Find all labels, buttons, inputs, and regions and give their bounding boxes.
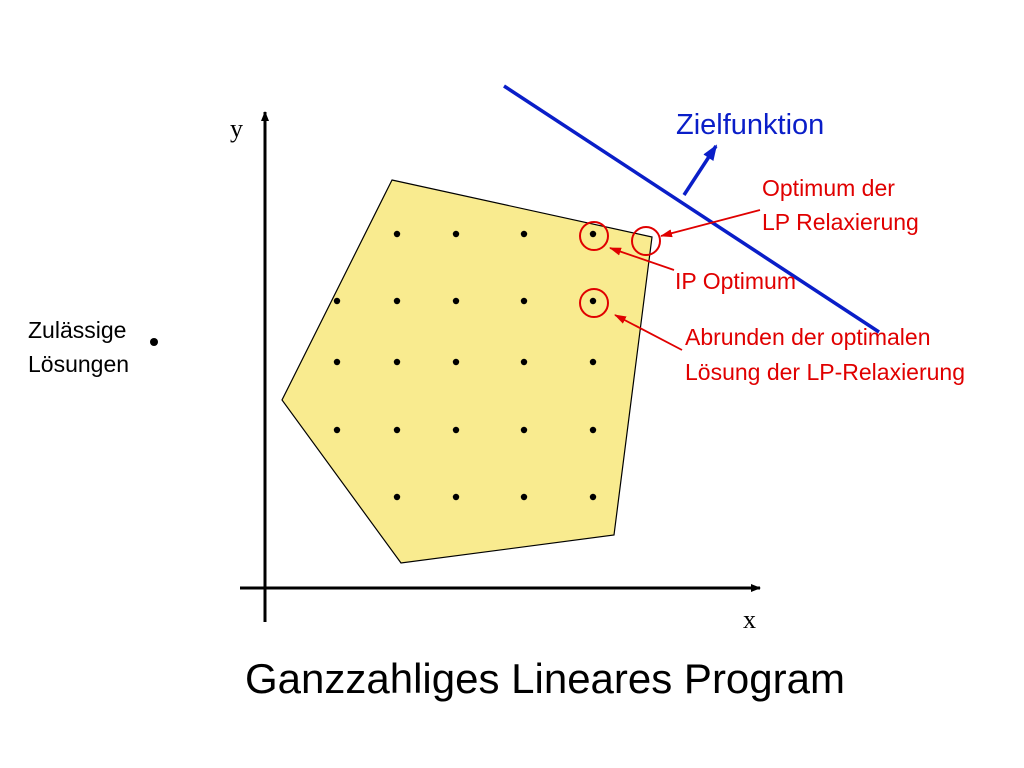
- lattice-point: [589, 230, 597, 238]
- lattice-point: [393, 230, 401, 238]
- ip-optimum-label: IP Optimum: [675, 268, 796, 294]
- feasible-label-line2: Lösungen: [28, 351, 129, 377]
- objective-line: [503, 84, 880, 334]
- lattice-point: [520, 230, 528, 238]
- lattice-point: [393, 493, 401, 501]
- lp-optimum-label-line2: LP Relaxierung: [762, 209, 919, 235]
- lattice-point: [333, 426, 341, 434]
- lp-optimum-label-line1: Optimum der: [762, 175, 895, 201]
- rounded-solution-marker: [579, 288, 609, 318]
- lattice-point: [333, 358, 341, 366]
- objective-label: Zielfunktion: [676, 109, 824, 141]
- lattice-point: [452, 426, 460, 434]
- lattice-point: [589, 358, 597, 366]
- lattice-point: [589, 426, 597, 434]
- lattice-point: [452, 297, 460, 305]
- integer-points: [333, 230, 597, 501]
- lattice-point: [520, 297, 528, 305]
- y-axis-label: y: [230, 114, 243, 143]
- feasible-label-line1: Zulässige: [28, 317, 126, 343]
- lattice-point: [452, 358, 460, 366]
- lattice-point: [589, 493, 597, 501]
- rounding-label-line1: Abrunden der optimalen: [685, 324, 931, 350]
- lattice-point: [520, 426, 528, 434]
- rounding-label-line2: Lösung der LP-Relaxierung: [685, 359, 965, 385]
- lattice-point: [520, 358, 528, 366]
- feasible-solution-legend-dot: [150, 338, 158, 346]
- lp-optimum-marker: [631, 226, 661, 256]
- lattice-point: [393, 426, 401, 434]
- lattice-point: [393, 297, 401, 305]
- objective-direction-arrow: [682, 144, 718, 196]
- lattice-point: [520, 493, 528, 501]
- lattice-point: [452, 230, 460, 238]
- lattice-point: [393, 358, 401, 366]
- feasible-region: [281, 179, 653, 564]
- ip-optimum-arrow: [609, 247, 675, 271]
- rounding-arrow: [614, 314, 683, 351]
- x-axis-label: x: [743, 605, 756, 634]
- lp-optimum-arrow: [660, 209, 761, 238]
- lattice-point: [589, 297, 597, 305]
- slide-title: Ganzzahliges Lineares Program: [245, 655, 845, 702]
- lattice-point: [452, 493, 460, 501]
- ip-optimum-marker: [579, 221, 609, 251]
- lattice-point: [333, 297, 341, 305]
